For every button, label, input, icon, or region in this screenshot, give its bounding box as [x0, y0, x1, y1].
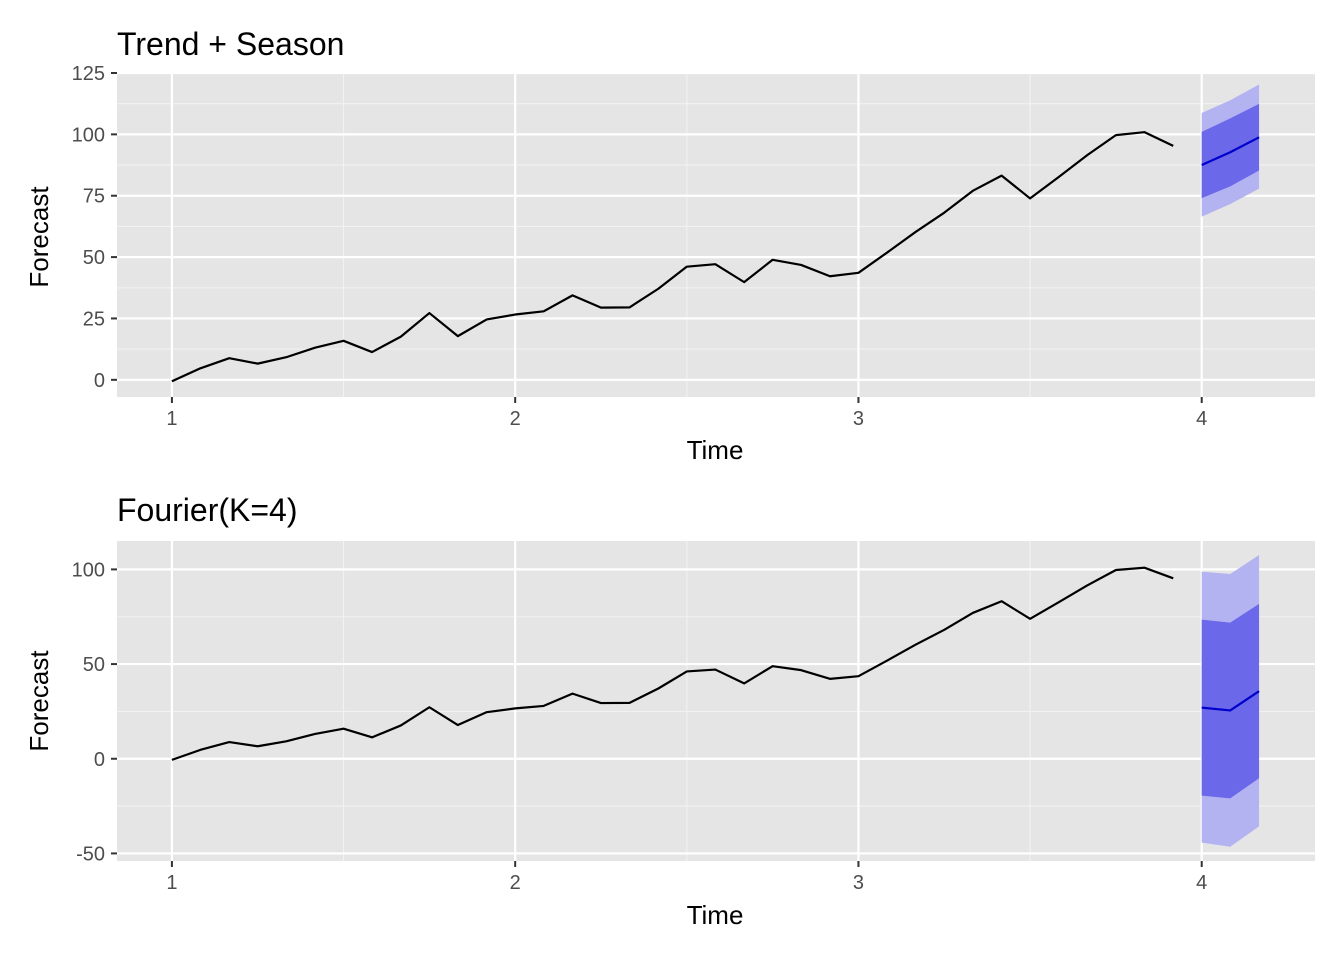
panel-1-observed-series-line: [171, 131, 1174, 383]
panel-2-panel-background: [117, 541, 1315, 861]
panel-1: Trend + Season Time Forecast 1 2 3 4 0 25 50 75…: [24, 26, 1315, 465]
panel-1-y-tick-label: 125: [72, 63, 105, 85]
panel-1-y-tick-label: 0: [94, 370, 105, 392]
panel-2-x-tick-label: 1: [166, 872, 177, 894]
panel-2-forecast-mean-line: [1201, 690, 1260, 712]
panel-1-y-axis-title: Forecast: [24, 186, 54, 288]
panel-1-x-tick-label: 1: [166, 408, 177, 430]
panel-1-panel-background: [117, 73, 1315, 397]
panel-1-forecast-mean-line: [1201, 136, 1260, 167]
panel-1-title: Trend + Season: [117, 26, 344, 62]
panel-1-x-tick-label: 2: [510, 408, 521, 430]
panel-2-y-tick-label: -50: [76, 843, 105, 865]
panel-1-x-axis-title: Time: [687, 435, 744, 465]
panel-2-y-axis-title: Forecast: [24, 650, 54, 752]
panel-1-x-tick-label: 4: [1196, 408, 1207, 430]
panel-2-x-tick-label: 2: [510, 872, 521, 894]
panel-2: Fourier(K=4) Time Forecast 1 2 3 4 -50 0 50 100: [24, 492, 1315, 930]
panel-2-plot-area: 1 2 3 4 -50 0 50 100: [72, 541, 1315, 894]
panel-1-y-tick-label: 75: [83, 186, 105, 208]
panel-1-y-tick-label: 25: [83, 308, 105, 330]
panel-1-y-tick-label: 100: [72, 124, 105, 146]
panel-2-title: Fourier(K=4): [117, 492, 298, 528]
panel-2-prediction-interval-80-band: [1201, 603, 1260, 799]
panel-1-plot-area: 1 2 3 4 0 25 50 75 100 125: [72, 63, 1315, 430]
panel-2-x-tick-label: 4: [1196, 872, 1207, 894]
panel-2-x-tick-label: 3: [853, 872, 864, 894]
panel-2-y-tick-label: 0: [94, 749, 105, 771]
panel-1-x-tick-label: 3: [853, 408, 864, 430]
panel-2-y-tick-label: 100: [72, 559, 105, 581]
panel-2-y-tick-label: 50: [83, 654, 105, 676]
panel-2-observed-series-line: [171, 566, 1174, 761]
panel-2-x-axis-title: Time: [687, 900, 744, 930]
panel-1-y-tick-label: 50: [83, 247, 105, 269]
